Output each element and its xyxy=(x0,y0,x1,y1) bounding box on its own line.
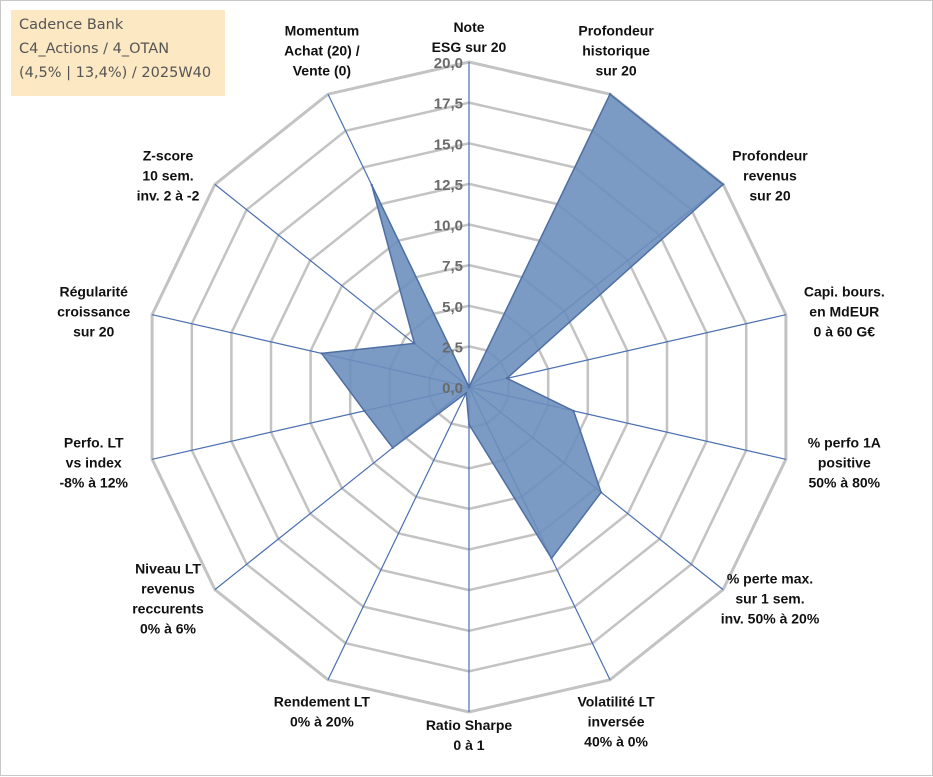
tick-label: 15,0 xyxy=(434,136,463,153)
data-point xyxy=(608,93,612,96)
axis-label-line: Momentum xyxy=(285,23,360,39)
axis-label-line: -8% à 12% xyxy=(59,474,128,490)
axis-label: Momentum Achat (20) / Vente (0) xyxy=(284,23,360,79)
axis-label-line: sur 1 sem. xyxy=(735,590,804,606)
axis-label-line: Volatilité LT xyxy=(577,693,655,709)
axis-label: Z-score 10 sem. inv. 2 à -2 xyxy=(137,148,200,204)
axis-label: Niveau LT revenus reccurents 0% à 6% xyxy=(132,560,204,636)
radial-tick-labels: 0,0 2,5 5,0 7,5 10,0 12,5 15,0 17,5 20,0 xyxy=(434,55,463,397)
axis-label-line: Z-score xyxy=(143,148,194,164)
axis-label-line: Vente (0) xyxy=(293,63,351,79)
data-point xyxy=(572,409,575,413)
info-box: Cadence Bank C4_Actions / 4_OTAN (4,5% |… xyxy=(11,10,225,96)
axis-label: Régularité croissance sur 20 xyxy=(57,284,130,340)
axis-label-line: revenus xyxy=(743,168,797,184)
axis-label-line: 40% à 0% xyxy=(584,733,648,749)
axis-label-line: Note xyxy=(453,19,484,35)
axis-label-line: Niveau LT xyxy=(135,560,201,576)
axis-label-line: Régularité xyxy=(59,284,128,300)
axis-label-line: vs index xyxy=(66,454,122,470)
axis-label-line: Ratio Sharpe xyxy=(426,717,513,733)
axis-label-line: inv. 2 à -2 xyxy=(137,188,200,204)
axis-label: Capi. bours. en MdEUR 0 à 60 G€ xyxy=(804,284,885,340)
data-point xyxy=(467,385,471,389)
axis-label-line: sur 20 xyxy=(749,188,790,204)
axis-label: % perfo 1A positive 50% à 80% xyxy=(808,434,881,490)
axis-label-line: Capi. bours. xyxy=(804,284,885,300)
data-point xyxy=(370,183,373,187)
data-point xyxy=(320,352,323,355)
radar-series xyxy=(320,93,725,560)
data-point xyxy=(505,377,509,380)
axis-labels: Note ESG sur 20 Profondeur historique sur 20… xyxy=(57,19,885,753)
axis-label-line: Perfo. LT xyxy=(64,434,124,450)
axis-label: Profondeur historique sur 20 xyxy=(578,23,654,79)
tick-label: 17,5 xyxy=(434,96,463,113)
axis-label-line: inversée xyxy=(588,713,645,729)
tick-label: 20,0 xyxy=(434,55,463,72)
axis-label-line: 0% à 20% xyxy=(290,713,354,729)
data-point xyxy=(363,409,366,413)
axis-label: % perte max. sur 1 sem. inv. 50% à 20% xyxy=(721,570,820,626)
tick-label: 10,0 xyxy=(434,218,463,235)
data-point xyxy=(599,491,603,494)
axis-label-line: reccurents xyxy=(132,600,204,616)
axis-label-line: croissance xyxy=(57,304,130,320)
axis-label-line: Rendement LT xyxy=(274,693,371,709)
axis-label-line: en MdEUR xyxy=(809,304,879,320)
tick-label: 5,0 xyxy=(442,299,463,316)
axis-label: Rendement LT 0% à 20% xyxy=(274,693,371,729)
data-point xyxy=(467,423,471,426)
portfolio-name: C4_Actions / 4_OTAN xyxy=(19,41,170,57)
data-point xyxy=(391,446,394,449)
axis-label: Note ESG sur 20 xyxy=(432,19,507,55)
axis-label-line: inv. 50% à 20% xyxy=(721,610,820,626)
data-point xyxy=(413,342,416,345)
data-point xyxy=(550,557,553,560)
tick-label: 0,0 xyxy=(442,380,463,397)
axis-label-line: % perfo 1A xyxy=(808,434,881,450)
axis-label-line: ESG sur 20 xyxy=(432,39,507,55)
axis-label-line: revenus xyxy=(141,580,195,596)
axis-label-line: 0% à 6% xyxy=(140,620,197,636)
axis-label: Profondeur revenus sur 20 xyxy=(732,148,808,204)
data-point xyxy=(465,391,468,395)
axis-label-line: historique xyxy=(582,43,650,59)
axis-label-line: sur 20 xyxy=(73,324,114,340)
axis-label: Volatilité LT inversée 40% à 0% xyxy=(577,693,655,749)
axis-spoke xyxy=(468,314,787,388)
performance-week: (4,5% | 13,4%) / 2025W40 xyxy=(19,65,212,81)
axis-label-line: sur 20 xyxy=(595,63,636,79)
axis-spoke xyxy=(327,386,470,681)
axis-label-line: Achat (20) / xyxy=(284,43,360,59)
axis-label-line: Profondeur xyxy=(578,23,654,39)
company-name: Cadence Bank xyxy=(19,17,124,33)
axis-label: Perfo. LT vs index -8% à 12% xyxy=(59,434,128,490)
axis-label-line: % perte max. xyxy=(727,570,813,586)
axis-label: Ratio Sharpe 0 à 1 xyxy=(426,717,513,753)
axis-label-line: positive xyxy=(818,454,871,470)
axis-label-line: 50% à 80% xyxy=(808,474,880,490)
axis-label-line: 0 à 1 xyxy=(453,737,484,753)
tick-label: 12,5 xyxy=(434,177,463,194)
axis-label-line: Profondeur xyxy=(732,148,808,164)
axis-label-line: 10 sem. xyxy=(142,168,193,184)
data-point xyxy=(721,183,725,186)
axis-label-line: 0 à 60 G€ xyxy=(814,324,876,340)
tick-label: 2,5 xyxy=(442,339,463,356)
tick-label: 7,5 xyxy=(442,258,463,275)
